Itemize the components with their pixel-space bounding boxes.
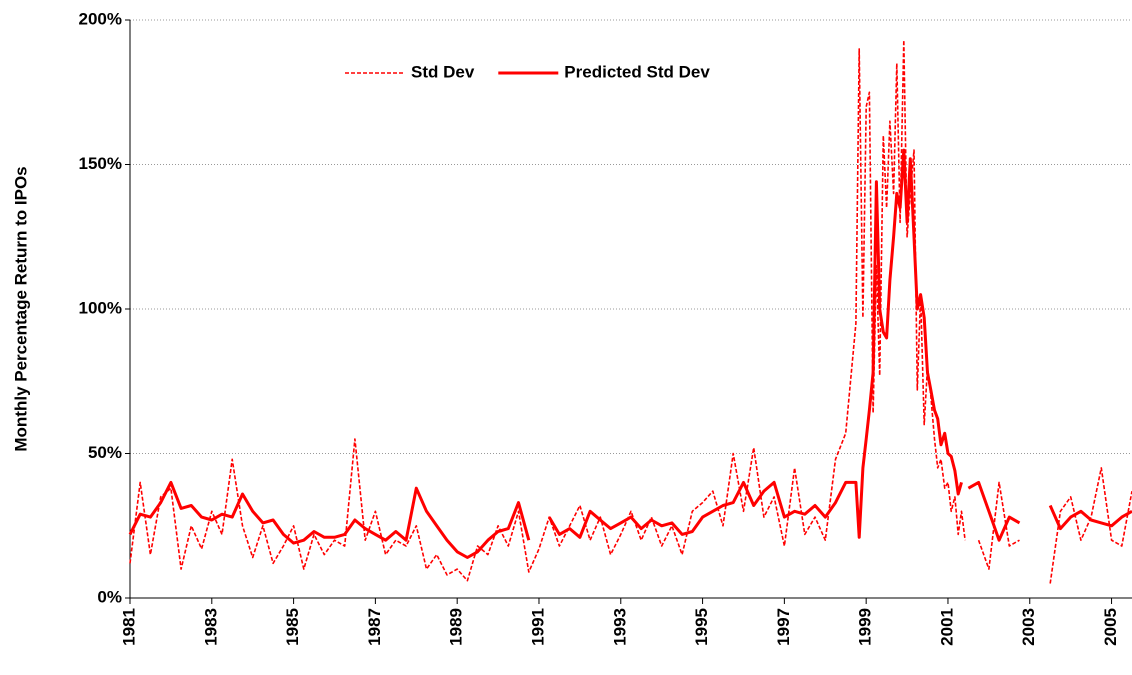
x-tick-label: 1989: [447, 608, 466, 646]
x-tick-label: 2005: [1101, 608, 1120, 646]
x-tick-label: 1987: [365, 608, 384, 646]
y-tick-label: 200%: [79, 9, 122, 28]
y-tick-label: 100%: [79, 298, 122, 317]
y-tick-label: 50%: [88, 443, 122, 462]
legend: Std Dev Predicted Std Dev: [345, 62, 710, 81]
x-tick-label: 1995: [692, 608, 711, 646]
x-tick-label: 1997: [774, 608, 793, 646]
series-line: [128, 148, 1132, 559]
x-tick-label: 1991: [528, 608, 547, 646]
x-tick-label: 2003: [1019, 608, 1038, 646]
x-tick-label: 1985: [283, 608, 302, 646]
legend-label: Predicted Std Dev: [564, 62, 710, 81]
x-tick-label: 1999: [856, 608, 875, 646]
y-tick-label: 0%: [97, 587, 122, 606]
y-axis-label: Monthly Percentage Return to IPOs: [11, 166, 30, 451]
x-tick-label: 1983: [201, 608, 220, 646]
legend-label: Std Dev: [411, 62, 475, 81]
x-tick-label: 2001: [937, 608, 956, 646]
series-line: [129, 39, 1132, 584]
x-tick-label: 1981: [119, 608, 138, 646]
x-tick-label: 1993: [610, 608, 629, 646]
y-tick-label: 150%: [79, 154, 122, 173]
